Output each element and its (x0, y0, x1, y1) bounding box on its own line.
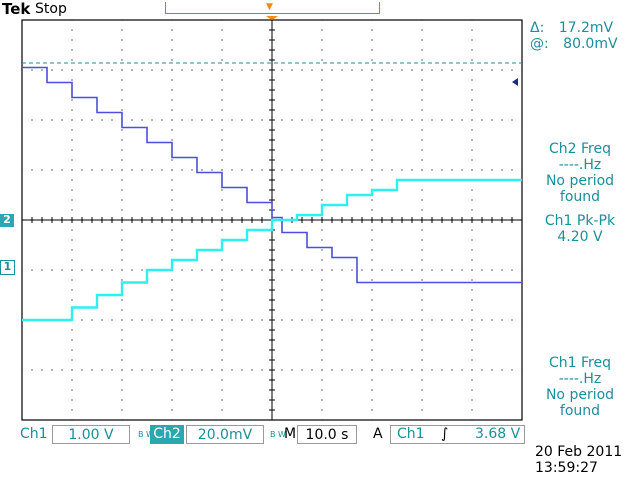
ch2-marker-label: 2 (3, 213, 11, 226)
cursor-at-readout: @: 80.0mV (530, 36, 618, 52)
ch1-freq-note2: found (559, 403, 601, 419)
ch1-bw-icon: B W (138, 430, 154, 439)
ch1-marker[interactable]: 1 (0, 260, 15, 275)
trigger-level-icon (266, 16, 278, 20)
ch1-freq-note1: No period (545, 387, 615, 403)
ch2-freq-measurement: Ch2 Freq ----.Hz No period found (525, 141, 635, 205)
ch2-freq-note1: No period (545, 173, 615, 189)
trigger-mode: A (373, 426, 383, 442)
ch1-pkpk-measurement: Ch1 Pk-Pk 4.20 V (525, 213, 635, 245)
date-display: 20 Feb 2011 (535, 444, 623, 460)
time-base-label: M (284, 426, 297, 442)
ch1-freq-title: Ch1 Freq (549, 355, 611, 371)
ch1-label[interactable]: Ch1 (20, 426, 48, 442)
time-scale[interactable]: 10.0 s (297, 425, 357, 444)
ch2-waveform (22, 178, 522, 322)
ch2-marker[interactable]: 2 (0, 214, 14, 227)
ch1-freq-value: ----.Hz (558, 371, 602, 387)
record-position-bar (165, 2, 380, 14)
brand-label: Tek (2, 0, 31, 18)
time-display: 13:59:27 (535, 460, 598, 476)
ch2-freq-note2: found (559, 189, 601, 205)
trigger-level: 3.68 V (475, 426, 521, 442)
ch1-freq-measurement: Ch1 Freq ----.Hz No period found (525, 355, 635, 419)
cursor-delta-readout: Δ: 17.2mV (530, 20, 613, 36)
run-status: Stop (35, 1, 67, 17)
ch2-freq-title: Ch2 Freq (549, 141, 611, 157)
at-value: 80.0mV (563, 36, 618, 52)
ch2-label[interactable]: Ch2 (150, 425, 184, 444)
ch1-waveform (22, 66, 522, 284)
trigger-source: Ch1 (397, 426, 425, 442)
ch2-freq-value: ----.Hz (558, 157, 602, 173)
ch2-scale[interactable]: 20.0mV (186, 425, 264, 444)
ch1-scale[interactable]: 1.00 V (52, 425, 130, 444)
cursor-marker-icon (512, 78, 518, 86)
ch1-marker-label: 1 (3, 260, 12, 273)
delta-value: 17.2mV (558, 20, 614, 36)
at-label: @: (530, 36, 549, 52)
delta-label: Δ: (530, 20, 545, 36)
trigger-position-icon: ▼ (266, 2, 273, 12)
trigger-slope-icon: ∫ (441, 426, 449, 442)
ch2-bw-icon: B W (270, 430, 286, 439)
trigger-settings[interactable]: Ch1 ∫ 3.68 V (390, 425, 525, 444)
ch1-pkpk-value: 4.20 V (557, 229, 603, 245)
top-bar: Tek Stop ▼ (0, 0, 640, 20)
ch1-pkpk-title: Ch1 Pk-Pk (544, 213, 616, 229)
